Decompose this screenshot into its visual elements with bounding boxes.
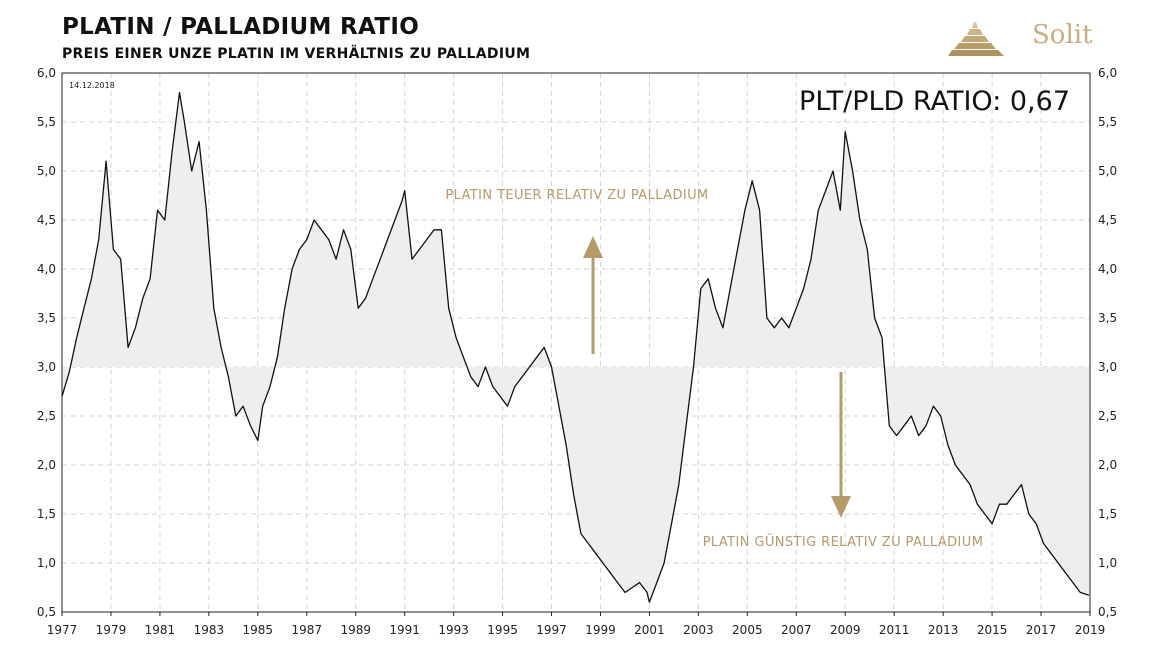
x-tick-label: 1989 — [340, 623, 371, 637]
x-tick-label: 1987 — [291, 623, 322, 637]
y-tick-label-right: 6,0 — [1098, 66, 1117, 80]
x-tick-label: 2009 — [830, 623, 861, 637]
axis-ticks: 0,5 0,5 1,0 1,0 1,5 1,5 2,0 2,0 2,5 2,5 3,0 3,0 3,5 3… — [37, 66, 1117, 637]
x-tick-label: 2005 — [732, 623, 763, 637]
annotation-cheap: PLATIN GÜNSTIG RELATIV ZU PALLADIUM — [703, 533, 984, 550]
x-tick-label: 1983 — [194, 623, 225, 637]
x-tick-label: 1997 — [536, 623, 567, 637]
y-tick-label-left: 4,0 — [37, 262, 56, 276]
x-tick-label: 2013 — [928, 623, 959, 637]
x-tick-label: 1977 — [47, 623, 78, 637]
date-label: 14.12.2018 — [69, 81, 115, 90]
x-tick-label: 1995 — [487, 623, 518, 637]
ratio-series-line — [61, 91, 1090, 603]
annotation-expensive: PLATIN TEUER RELATIV ZU PALLADIUM — [445, 188, 708, 203]
x-tick-label: 1979 — [96, 623, 127, 637]
y-tick-label-left: 5,5 — [37, 115, 56, 129]
plot-frame — [61, 72, 1091, 613]
y-tick-label-right: 1,5 — [1098, 507, 1117, 521]
y-tick-label-left: 0,5 — [37, 605, 56, 619]
x-tick-label: 2001 — [634, 623, 665, 637]
x-tick-label: 1991 — [389, 623, 420, 637]
x-tick-label: 2019 — [1075, 623, 1106, 637]
y-tick-label-left: 1,0 — [37, 556, 56, 570]
x-tick-label: 2007 — [781, 623, 812, 637]
x-tick-label: 2003 — [683, 623, 714, 637]
arrow-down-icon — [831, 372, 851, 518]
y-tick-label-right: 1,0 — [1098, 556, 1117, 570]
y-tick-label-left: 1,5 — [37, 507, 56, 521]
baseline-fill-area — [62, 92, 1089, 603]
x-tick-label: 1999 — [585, 623, 616, 637]
x-tick-label: 1985 — [243, 623, 274, 637]
y-tick-label-right: 5,0 — [1098, 164, 1117, 178]
x-tick-label: 2017 — [1026, 623, 1057, 637]
brand-name: Solit — [1032, 20, 1093, 50]
arrow-up-icon — [583, 236, 603, 354]
y-tick-label-right: 0,5 — [1098, 605, 1117, 619]
y-tick-label-left: 6,0 — [37, 66, 56, 80]
chart-title: PLATIN / PALLADIUM RATIO — [62, 14, 420, 40]
y-tick-label-left: 4,5 — [37, 213, 56, 227]
y-tick-label-right: 2,0 — [1098, 458, 1117, 472]
y-tick-label-right: 3,0 — [1098, 360, 1117, 374]
brand-logo-icon — [948, 22, 1004, 56]
y-tick-label-left: 5,0 — [37, 164, 56, 178]
y-tick-label-left: 3,5 — [37, 311, 56, 325]
y-tick-label-right: 2,5 — [1098, 409, 1117, 423]
y-tick-label-right: 3,5 — [1098, 311, 1117, 325]
y-tick-label-right: 4,0 — [1098, 262, 1117, 276]
x-tick-label: 1981 — [145, 623, 176, 637]
y-tick-label-left: 3,0 — [37, 360, 56, 374]
y-tick-label-right: 4,5 — [1098, 213, 1117, 227]
chart-subtitle: PREIS EINER UNZE PLATIN IM VERHÄLTNIS ZU… — [62, 46, 531, 62]
x-tick-label: 2015 — [977, 623, 1008, 637]
y-tick-label-right: 5,5 — [1098, 115, 1117, 129]
y-tick-label-left: 2,5 — [37, 409, 56, 423]
y-tick-label-left: 2,0 — [37, 458, 56, 472]
x-tick-label: 1993 — [438, 623, 469, 637]
current-ratio-label: PLT/PLD RATIO: 0,67 — [799, 86, 1070, 117]
x-tick-label: 2011 — [879, 623, 910, 637]
